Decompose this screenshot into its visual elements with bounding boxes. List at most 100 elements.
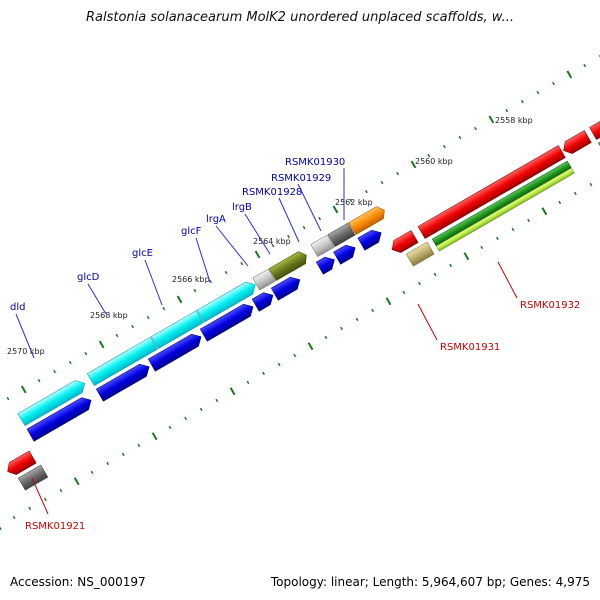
- tick-mark: [583, 63, 587, 68]
- gene-RSMK01931[interactable]: [405, 241, 435, 267]
- tick-mark: [90, 470, 94, 475]
- tick-mark: [53, 369, 57, 374]
- tick-mark: [168, 425, 172, 430]
- tick-mark: [162, 306, 166, 311]
- accession-text: Accession: NS_000197: [10, 575, 146, 589]
- gene-blue-5[interactable]: [251, 289, 276, 312]
- gene-label-RSMK01932[interactable]: RSMK01932: [520, 300, 580, 311]
- gene-blue-8[interactable]: [333, 242, 359, 265]
- tick-mark: [566, 70, 573, 79]
- tick-mark: [573, 191, 577, 196]
- tick-mark: [427, 153, 431, 158]
- locus-leader-lines: [31, 261, 518, 515]
- tick-mark: [324, 335, 328, 340]
- gene-label-lrgA[interactable]: lrgA: [206, 214, 226, 225]
- tick-mark: [215, 398, 219, 403]
- gene-glcF[interactable]: [196, 279, 259, 323]
- gene-blue-9[interactable]: [357, 227, 385, 251]
- tick-mark: [224, 270, 228, 275]
- tick-mark: [151, 432, 158, 441]
- kbp-label: 2558 kbp: [495, 116, 533, 125]
- tick-mark: [505, 108, 509, 113]
- tick-mark: [385, 297, 392, 306]
- tick-mark: [511, 227, 515, 232]
- gene-label-lrgB[interactable]: lrgB: [232, 202, 252, 213]
- tick-mark: [6, 396, 10, 401]
- backbone-axis: [0, 97, 600, 483]
- tick-mark: [480, 245, 484, 250]
- gene-label-glcD[interactable]: glcD: [77, 272, 100, 283]
- gene-RSMK01928[interactable]: [310, 234, 335, 258]
- gene-label-dld[interactable]: dld: [10, 302, 25, 313]
- tick-mark: [68, 360, 72, 365]
- tick-mark: [552, 81, 555, 86]
- kbp-label: 2560 kbp: [415, 157, 453, 166]
- kbp-labels: 2558 kbp 2560 kbp 2562 kbp 2564 kbp 2566…: [7, 116, 533, 356]
- tick-mark: [340, 326, 343, 331]
- gene-RSMK01932-lime[interactable]: [435, 167, 575, 252]
- gene-label-RSMK01931[interactable]: RSMK01931: [440, 342, 500, 353]
- tick-mark: [527, 218, 530, 223]
- gene-blue-6[interactable]: [270, 274, 303, 301]
- tick-mark: [541, 207, 548, 216]
- tick-mark: [433, 272, 437, 277]
- gene-red-small[interactable]: [389, 230, 419, 255]
- gene-RSMK01932-red[interactable]: [417, 145, 566, 239]
- tick-mark: [137, 443, 141, 448]
- gene-label-glcF[interactable]: glcF: [181, 226, 202, 237]
- topology-summary: Topology: linear; Length: 5,964,607 bp; …: [270, 575, 590, 589]
- gene-label-glcE[interactable]: glcE: [132, 248, 153, 259]
- gene-lrgB[interactable]: [268, 249, 310, 282]
- kbp-label: 2566 kbp: [172, 275, 210, 284]
- gene-RSMK01921-b[interactable]: [17, 464, 49, 491]
- tick-mark: [59, 488, 63, 493]
- gene-RSMK01921[interactable]: [4, 450, 37, 478]
- tick-mark: [12, 515, 16, 520]
- tick-mark: [277, 362, 281, 367]
- tick-mark: [73, 477, 80, 486]
- named-leader-lines: [15, 168, 345, 359]
- tick-mark: [20, 385, 27, 394]
- tick-mark: [106, 461, 110, 466]
- gene-red-right-2[interactable]: [589, 93, 600, 140]
- gene-red-right-1[interactable]: [560, 130, 592, 156]
- tick-mark: [254, 250, 261, 259]
- map-title: Ralstonia solanacearum MolK2 unordered u…: [85, 10, 514, 25]
- tick-mark: [349, 198, 353, 203]
- tick-mark: [115, 333, 119, 338]
- gene-RSMK01930[interactable]: [348, 204, 388, 236]
- kbp-label: 2568 kbp: [90, 311, 128, 320]
- tick-mark: [332, 205, 339, 214]
- gene-blue-7[interactable]: [315, 254, 338, 275]
- kbp-label: 2562 kbp: [335, 198, 373, 207]
- tick-mark: [589, 182, 593, 187]
- gene-blue-2[interactable]: [95, 361, 152, 402]
- gene-label-RSMK01928[interactable]: RSMK01928: [242, 187, 302, 198]
- gene-label-RSMK01929[interactable]: RSMK01929: [271, 173, 331, 184]
- gene-labels: dld glcD glcE glcF lrgA lrgB RSMK01928 R…: [10, 157, 580, 532]
- gene-glcD[interactable]: [86, 336, 158, 387]
- gene-label-RSMK01921[interactable]: RSMK01921: [25, 521, 85, 532]
- tick-mark: [146, 315, 150, 320]
- tick-mark: [271, 243, 275, 248]
- gene-dld[interactable]: [17, 377, 88, 427]
- gene-blue-1[interactable]: [26, 394, 95, 442]
- tick-mark: [240, 261, 244, 266]
- gene-blue-3[interactable]: [147, 331, 204, 372]
- tick-mark: [43, 497, 47, 502]
- tick-mark: [229, 387, 236, 396]
- tick-mark: [355, 317, 359, 322]
- gene-RSMK01929[interactable]: [327, 222, 356, 248]
- gene-blue-4[interactable]: [199, 301, 256, 342]
- gene-glcE[interactable]: [151, 310, 204, 350]
- tick-mark: [318, 216, 322, 221]
- tick-mark: [287, 234, 290, 239]
- tick-mark: [536, 90, 540, 95]
- gene-label-RSMK01930[interactable]: RSMK01930: [285, 157, 345, 168]
- tick-mark: [28, 506, 32, 511]
- gene-lrgA[interactable]: [252, 268, 276, 291]
- tick-mark: [449, 263, 453, 268]
- kbp-label: 2564 kbp: [253, 237, 291, 246]
- tick-mark: [131, 324, 135, 329]
